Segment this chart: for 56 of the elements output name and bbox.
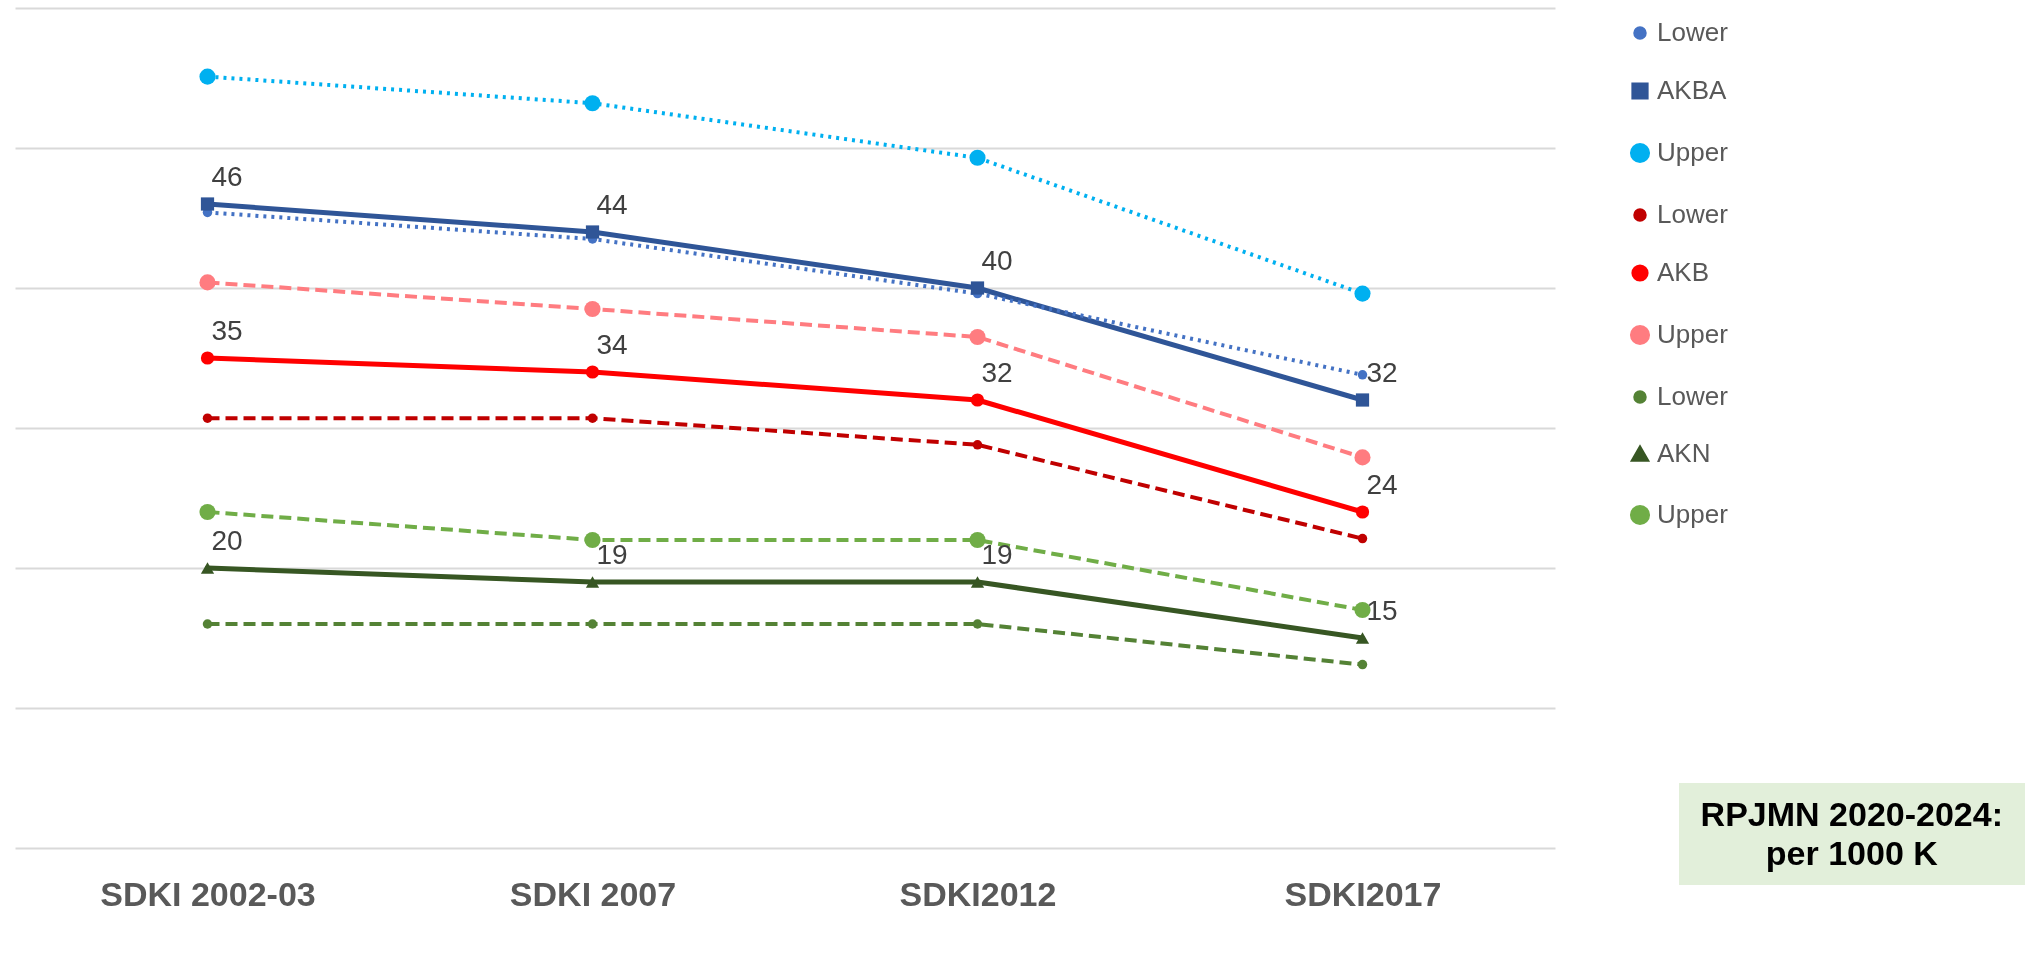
point (970, 281, 985, 295)
point (584, 300, 601, 318)
point (199, 274, 216, 291)
point (1357, 370, 1368, 380)
point (584, 95, 601, 112)
data-label: 20 (211, 525, 243, 556)
point (587, 619, 598, 629)
legend-label: Lower (1657, 17, 1729, 47)
x-tick-label: SDKI 2007 (509, 874, 677, 913)
point (587, 413, 598, 423)
data-label: 19 (596, 539, 628, 570)
legend-label: Upper (1657, 499, 1729, 529)
point (972, 619, 983, 629)
point (200, 197, 215, 211)
point (1354, 449, 1371, 466)
point (1357, 533, 1368, 544)
data-label: 34 (596, 329, 628, 360)
legend-label: AKB (1657, 257, 1710, 287)
point (200, 351, 215, 365)
data-label: 15 (1366, 595, 1398, 626)
legend-label: Upper (1657, 137, 1729, 167)
point (1355, 505, 1370, 519)
point (1355, 632, 1370, 644)
point (969, 328, 986, 346)
x-tick-label: SDKI 2002-03 (100, 874, 316, 913)
point (200, 562, 215, 574)
text: RPJMN 2020-2024: per 1000 K (1678, 783, 2025, 885)
point (1355, 393, 1370, 407)
data-label: 35 (211, 315, 243, 346)
point (202, 413, 213, 423)
point (1354, 285, 1371, 302)
legend-label: AKBA (1657, 75, 1728, 105)
legend-label: AKN (1657, 438, 1711, 468)
data-label: 32 (1366, 357, 1398, 388)
data-label: 46 (211, 161, 243, 192)
point (585, 365, 600, 379)
data-label: 24 (1366, 469, 1398, 500)
data-label: 44 (596, 189, 628, 220)
point (199, 503, 216, 521)
point (585, 225, 600, 239)
point (202, 619, 213, 629)
point (970, 393, 985, 407)
data-label: 19 (981, 539, 1013, 570)
point (969, 149, 986, 166)
data-label: 32 (981, 357, 1013, 388)
point (972, 440, 983, 450)
x-tick-label: SDKI2012 (899, 874, 1057, 913)
point (585, 576, 600, 588)
data-label: 40 (981, 245, 1013, 276)
legend-label: Lower (1657, 381, 1729, 411)
point (199, 68, 216, 85)
point (1357, 659, 1368, 670)
legend-label: Lower (1657, 199, 1729, 229)
point (970, 576, 985, 588)
legend-label: Upper (1657, 319, 1729, 349)
x-tick-label: SDKI2017 (1284, 874, 1442, 913)
